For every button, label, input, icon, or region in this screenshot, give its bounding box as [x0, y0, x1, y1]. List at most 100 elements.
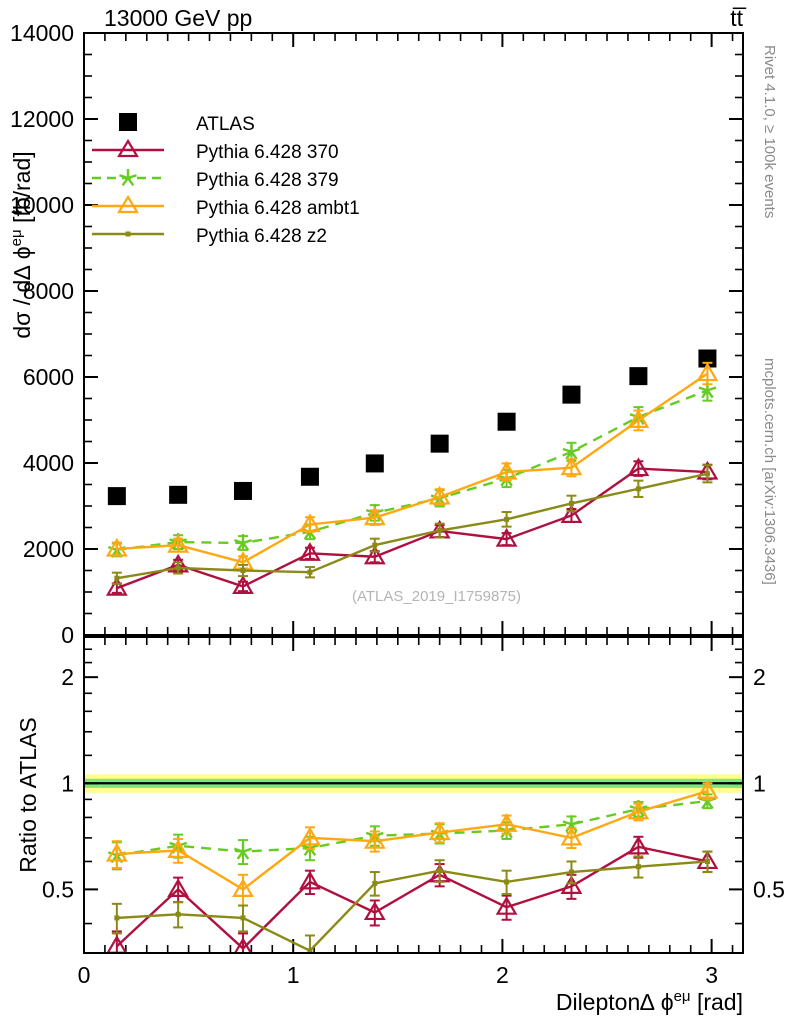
y-axis-title-main: dσ / d∆ ϕeμ [fb/rad] — [8, 151, 35, 338]
y-tick-label: 4000 — [23, 450, 74, 476]
ratio-panel: 0.5 0.5 1 1 2 2 0 1 2 3 — [42, 636, 785, 988]
data-marker-triangle — [299, 513, 321, 533]
legend-marker-star — [119, 169, 137, 186]
x-tick-label: 0 — [78, 962, 91, 988]
data-marker-triangle — [105, 842, 128, 862]
data-marker-triangle — [696, 362, 719, 382]
legend-label: ATLAS — [196, 114, 255, 135]
legend-marker-square — [119, 113, 137, 131]
ratio-series-line — [116, 860, 708, 952]
data-marker-triangle — [167, 839, 190, 858]
data-marker-triangle — [105, 537, 128, 557]
y-tick-label: 0 — [61, 622, 74, 648]
main-plot-frame — [83, 32, 744, 636]
data-marker-triangle — [560, 456, 583, 476]
ratio-series-layer — [105, 779, 719, 952]
data-marker-triangle — [495, 527, 518, 547]
data-marker-triangle — [428, 821, 451, 841]
data-marker-triangle — [234, 937, 252, 952]
data-marker-triangle — [299, 826, 321, 846]
data-marker-triangle — [627, 835, 650, 855]
legend-label: Pythia 6.428 379 — [196, 170, 339, 191]
ratio-y-tick-label-right: 2 — [753, 664, 766, 690]
data-marker-star — [234, 842, 252, 860]
data-marker-dot — [568, 500, 574, 506]
series-pythia-6-428-z2 — [111, 464, 713, 585]
legend-marker-dot — [125, 231, 131, 237]
data-marker-square — [365, 454, 384, 473]
y-tick-label: 14000 — [10, 20, 74, 46]
data-marker-dot — [504, 516, 510, 522]
series-atlas — [107, 349, 717, 506]
x-tick-label: 3 — [705, 962, 718, 988]
data-marker-triangle — [106, 935, 127, 952]
x-tick-label: 2 — [496, 962, 509, 988]
data-marker-dot — [114, 915, 120, 921]
data-marker-triangle — [495, 813, 518, 832]
data-marker-square — [300, 467, 319, 486]
data-marker-triangle — [232, 878, 254, 897]
data-marker-square — [430, 434, 449, 453]
data-marker-triangle — [495, 460, 518, 480]
data-marker-square — [497, 412, 516, 431]
ratio-y-tick-label: 2 — [61, 664, 74, 690]
main-panel: 0 2000 4000 6000 8000 10000 12000 14000 — [10, 20, 744, 648]
data-marker-dot — [504, 879, 510, 885]
series-line — [116, 372, 709, 564]
data-marker-dot — [437, 528, 443, 534]
series-line — [116, 472, 708, 580]
legend-marker-triangle — [117, 194, 139, 214]
data-marker-dot — [175, 565, 181, 571]
ratio-plot-frame — [83, 636, 744, 954]
data-marker-dot — [635, 864, 641, 870]
data-marker-triangle — [299, 870, 321, 890]
data-marker-square — [169, 485, 188, 504]
data-marker-dot — [240, 915, 246, 921]
data-marker-star — [234, 533, 252, 551]
ratio-y-tick-label-right: 0.5 — [753, 876, 785, 902]
data-marker-dot — [437, 868, 443, 874]
x-tick-label: 1 — [287, 962, 300, 988]
ratio-uncertainty-bands — [85, 774, 742, 793]
data-marker-square — [562, 385, 581, 404]
data-marker-dot — [372, 880, 378, 886]
data-marker-star — [562, 442, 581, 460]
y-tick-label: 2000 — [23, 536, 74, 562]
data-marker-triangle — [560, 504, 583, 524]
mcplots-source-label: mcplots.cern.ch [arXiv:1306.3436] — [761, 358, 778, 585]
ratio-series-line — [116, 799, 708, 857]
data-marker-dot — [568, 869, 574, 875]
data-marker-dot — [635, 486, 641, 492]
data-marker-triangle — [167, 878, 190, 897]
ratio-y-tick-label-right: 1 — [753, 770, 766, 796]
data-marker-dot — [372, 542, 378, 548]
legend-label: Pythia 6.428 z2 — [196, 226, 327, 247]
data-marker-dot — [175, 911, 181, 917]
data-marker-triangle — [167, 533, 190, 553]
data-marker-triangle — [363, 545, 386, 565]
series-line — [116, 389, 708, 552]
y-tick-label: 6000 — [23, 364, 74, 390]
analysis-watermark: (ATLAS_2019_I1759875) — [352, 588, 521, 605]
data-marker-triangle — [363, 901, 386, 921]
legend: ATLAS Pythia 6.428 370 Pythia 6.428 379 Pyt… — [92, 113, 360, 247]
legend-label: Pythia 6.428 370 — [196, 142, 339, 163]
y-axis-title-ratio: Ratio to ATLAS — [15, 717, 41, 873]
rivet-version-label: Rivet 4.1.0, ≥ 100k events — [761, 45, 778, 218]
y-tick-label: 10000 — [10, 192, 74, 218]
data-marker-triangle — [627, 457, 650, 477]
data-marker-dot — [704, 471, 710, 477]
ratio-series-pythia-6-428-ambt1 — [105, 779, 719, 907]
data-marker-dot — [240, 568, 246, 573]
data-marker-triangle — [627, 800, 650, 820]
data-marker-triangle — [363, 830, 386, 849]
x-axis-title: Dilepton∆ ϕeμ [rad] — [556, 988, 743, 1015]
data-marker-triangle — [105, 576, 128, 596]
series-line — [116, 467, 708, 590]
data-marker-triangle — [299, 542, 321, 561]
data-marker-square — [629, 367, 648, 386]
ratio-series-line — [116, 845, 708, 951]
legend-label: Pythia 6.428 ambt1 — [196, 198, 360, 219]
